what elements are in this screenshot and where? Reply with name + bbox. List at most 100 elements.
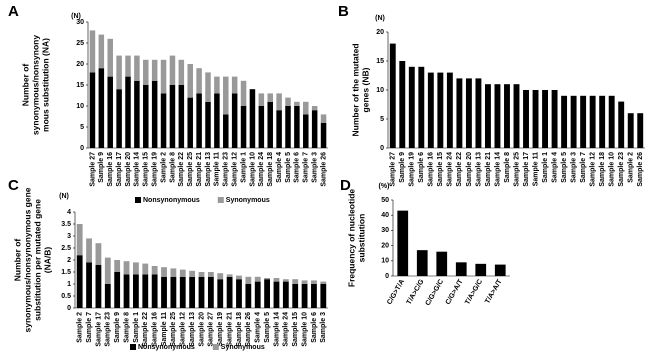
bar-segment xyxy=(114,260,121,272)
bar-segment xyxy=(282,281,289,308)
bar xyxy=(570,95,577,148)
bar-segment xyxy=(107,38,113,77)
bar-segment xyxy=(178,85,185,148)
bar-segment xyxy=(276,110,282,148)
x-tick-label: Sample 15 xyxy=(292,312,299,347)
bar xyxy=(551,90,558,148)
x-tick-label: Sample 21 xyxy=(226,312,233,347)
bar-segment xyxy=(143,59,149,85)
y-axis-label: Number of the mutated xyxy=(350,43,360,136)
bar xyxy=(446,72,453,148)
bar-segment xyxy=(187,64,193,98)
bar-segment xyxy=(301,284,308,308)
x-tick-label: Sample 10 xyxy=(301,312,308,347)
bar-segment xyxy=(151,59,158,81)
bar-segment xyxy=(160,93,167,148)
bar-segment xyxy=(134,80,140,148)
x-tick-label: Sample 6 xyxy=(311,312,318,343)
bar xyxy=(475,78,482,148)
bar-segment xyxy=(151,80,158,148)
x-tick-label: Sample 22 xyxy=(456,152,463,187)
x-tick-label: Sample 9 xyxy=(98,152,105,183)
bar-segment xyxy=(123,274,130,308)
bar-segment xyxy=(189,276,196,308)
bar xyxy=(523,90,529,148)
bar-segment xyxy=(214,93,220,148)
bar xyxy=(618,101,625,148)
y-tick-label: 10 xyxy=(381,258,389,265)
bar-segment xyxy=(98,34,105,69)
bar-segment xyxy=(196,68,202,94)
x-tick-label: Sample 11 xyxy=(532,152,539,186)
bar-segment xyxy=(207,276,214,308)
y-tick-label: 0 xyxy=(380,145,384,152)
bar-segment xyxy=(217,273,224,280)
bar xyxy=(427,72,434,148)
bar-segment xyxy=(104,284,111,308)
x-tick-label: Sample 14 xyxy=(494,152,501,187)
x-tick-label: Sample 15 xyxy=(143,152,150,187)
x-tick-label: Sample 22 xyxy=(142,312,149,347)
x-tick-label: Sample 7 xyxy=(86,312,93,343)
x-tick-label: Sample 16 xyxy=(151,312,158,347)
bar-segment xyxy=(282,279,289,282)
bar-segment xyxy=(254,281,261,308)
x-tick-label: Sample 8 xyxy=(123,312,130,343)
x-tick-label: Sample 7 xyxy=(303,152,310,183)
y-axis-label: (NA/B) xyxy=(42,247,52,274)
x-tick-label: Sample 21 xyxy=(485,152,492,187)
y-axis-label: synonymous/nonsynony xyxy=(30,35,40,135)
bar-segment xyxy=(223,76,229,115)
x-tick-label: Sample 25 xyxy=(170,312,177,347)
legend-swatch xyxy=(212,344,219,350)
x-tick-label: Sample 27 xyxy=(89,152,96,187)
bar xyxy=(484,84,491,148)
bar xyxy=(513,84,520,148)
bar-segment xyxy=(245,276,252,284)
bar-segment xyxy=(294,106,300,148)
y-tick-label: 20 xyxy=(76,61,84,68)
bar-segment xyxy=(205,101,211,148)
y-tick-label: 0 xyxy=(67,305,71,312)
bar xyxy=(455,262,467,276)
y-tick-label: 2.5 xyxy=(61,245,71,252)
panel-letter: A xyxy=(8,3,19,20)
bar-segment xyxy=(231,76,238,94)
x-tick-label: Sample 2 xyxy=(77,312,84,343)
bar-segment xyxy=(207,272,214,277)
y-tick-label: 30 xyxy=(381,227,389,234)
x-tick-label: Sample 10 xyxy=(609,152,616,187)
x-tick-label: Sample 23 xyxy=(105,312,112,347)
bar xyxy=(416,250,428,276)
bar-segment xyxy=(223,114,229,148)
bar-segment xyxy=(214,76,220,94)
x-tick-label: T/A>A/T xyxy=(484,278,504,305)
bar-segment xyxy=(285,106,291,148)
x-tick-label: Sample 4 xyxy=(551,152,558,183)
panel-letter: B xyxy=(338,3,349,20)
bar-segment xyxy=(104,257,111,284)
x-tick-label: T/A>G/C xyxy=(464,278,484,306)
x-tick-label: Sample 20 xyxy=(198,312,205,347)
bar-segment xyxy=(311,284,317,308)
bar-segment xyxy=(311,106,318,111)
x-tick-label: Sample 17 xyxy=(116,152,123,187)
bar-segment xyxy=(198,272,205,277)
legend-swatch xyxy=(130,344,136,350)
x-tick-label: Sample 18 xyxy=(267,152,274,187)
y-tick-label: 15 xyxy=(376,58,384,65)
y-tick-label: 30 xyxy=(76,19,84,26)
bar-segment xyxy=(311,280,317,284)
y-axis-label: genes (NB) xyxy=(360,67,370,112)
bar-segment xyxy=(254,276,261,282)
bar-segment xyxy=(294,101,300,106)
x-tick-label: Sample 19 xyxy=(409,152,416,187)
y-axis-label: substitution xyxy=(356,214,366,263)
bar-segment xyxy=(258,106,265,148)
bar-segment xyxy=(179,276,186,308)
bar-segment xyxy=(320,284,327,308)
x-tick-label: Sample 20 xyxy=(125,152,132,187)
x-tick-label: Sample 9 xyxy=(399,152,406,183)
legend-swatch xyxy=(135,197,141,203)
legend-label: Nonsynonymous xyxy=(143,197,200,204)
